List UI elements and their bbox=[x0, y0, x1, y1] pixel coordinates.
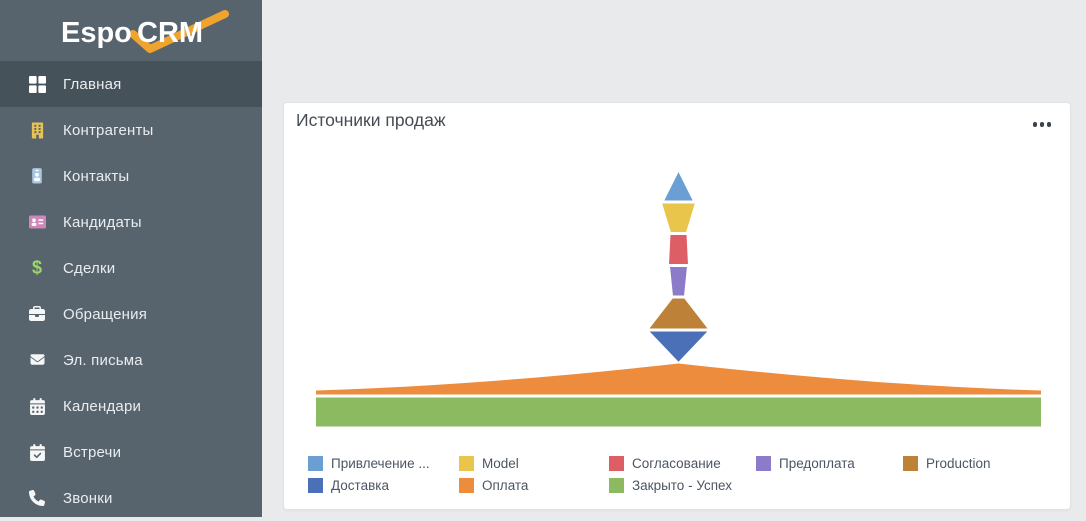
logo-swoosh bbox=[129, 9, 229, 53]
legend-swatch bbox=[308, 455, 323, 471]
envelope-icon bbox=[27, 351, 47, 369]
id-badge-icon bbox=[27, 167, 47, 185]
ellipsis-icon bbox=[1046, 122, 1051, 127]
sidebar-item-calendars[interactable]: Календари bbox=[0, 383, 262, 429]
legend-item: Закрыто - Успех bbox=[609, 477, 732, 493]
sidebar: Espo CRM Главная bbox=[0, 0, 262, 517]
sidebar-item-home[interactable]: Главная bbox=[0, 61, 262, 107]
sidebar-item-accounts[interactable]: Контрагенты bbox=[0, 107, 262, 153]
sidebar-item-label: Календари bbox=[63, 397, 142, 415]
legend-item: Доставка bbox=[308, 477, 389, 493]
legend-item: Model bbox=[459, 455, 519, 471]
legend-item: Согласование bbox=[609, 455, 721, 471]
ellipsis-icon bbox=[1032, 122, 1037, 127]
legend-swatch bbox=[756, 455, 771, 471]
legend-swatch bbox=[308, 477, 323, 493]
calendar-check-icon bbox=[27, 443, 47, 461]
espocrm-logo-icon: Espo CRM bbox=[61, 9, 229, 53]
sidebar-item-label: Звонки bbox=[63, 489, 113, 507]
funnel-segment-production bbox=[647, 297, 710, 330]
widget-title: Источники продаж bbox=[296, 110, 446, 130]
legend-swatch bbox=[609, 477, 624, 493]
sidebar-item-cases[interactable]: Обращения bbox=[0, 291, 262, 337]
funnel-segment-oplata bbox=[316, 363, 1041, 395]
legend-item: Production bbox=[903, 455, 991, 471]
sidebar-item-label: Обращения bbox=[63, 305, 148, 323]
legend-item: Привлечение ... bbox=[308, 455, 430, 471]
legend-item: Предоплата bbox=[756, 455, 855, 471]
sidebar-item-label: Контрагенты bbox=[63, 121, 154, 139]
sidebar-item-label: Контакты bbox=[63, 167, 130, 185]
sidebar-item-candidates[interactable]: Кандидаты bbox=[0, 199, 262, 245]
sidebar-item-contacts[interactable]: Контакты bbox=[0, 153, 262, 199]
sidebar-item-deals[interactable]: $ Сделки bbox=[0, 245, 262, 291]
dollar-icon: $ bbox=[27, 258, 47, 278]
svg-text:$: $ bbox=[32, 258, 42, 278]
sidebar-item-label: Главная bbox=[63, 75, 122, 93]
funnel-chart bbox=[316, 169, 1041, 427]
legend-swatch bbox=[459, 477, 474, 493]
legend-swatch bbox=[609, 455, 624, 471]
funnel-segment-soglasovanie bbox=[667, 234, 690, 265]
logo-text-crm: CRM bbox=[137, 17, 203, 49]
legend-swatch bbox=[903, 455, 918, 471]
funnel-segment-privlechenie bbox=[662, 169, 695, 202]
sidebar-item-label: Сделки bbox=[63, 259, 116, 277]
funnel-segment-zakryto bbox=[316, 397, 1041, 427]
sidebar-item-label: Встречи bbox=[63, 443, 122, 461]
sidebar-item-emails[interactable]: Эл. письма bbox=[0, 337, 262, 383]
briefcase-icon bbox=[27, 305, 47, 323]
grid-icon bbox=[27, 75, 47, 93]
funnel-segment-predoplata bbox=[668, 266, 689, 297]
sales-funnel-widget: Источники продаж Привлечение ... bbox=[283, 102, 1071, 510]
sidebar-item-label: Кандидаты bbox=[63, 213, 142, 231]
funnel-segment-dostavka bbox=[647, 330, 710, 364]
legend-swatch bbox=[459, 455, 474, 471]
id-card-icon bbox=[27, 213, 47, 231]
logo-text-espo: Espo bbox=[61, 17, 132, 49]
ellipsis-icon bbox=[1039, 122, 1044, 127]
calendar-icon bbox=[27, 397, 47, 415]
phone-icon bbox=[27, 489, 47, 507]
sidebar-item-calls[interactable]: Звонки bbox=[0, 475, 262, 521]
sidebar-item-label: Эл. письма bbox=[63, 351, 143, 369]
sidebar-item-meetings[interactable]: Встречи bbox=[0, 429, 262, 475]
widget-menu-button[interactable] bbox=[1030, 119, 1055, 130]
building-icon bbox=[27, 121, 47, 139]
funnel-segment-model bbox=[660, 202, 697, 233]
legend-item: Оплата bbox=[459, 477, 528, 493]
espocrm-logo[interactable]: Espo CRM bbox=[0, 0, 262, 61]
main-content: Источники продаж Привлечение ... bbox=[262, 0, 1086, 517]
sidebar-nav: Главная Контрагенты bbox=[0, 61, 262, 521]
